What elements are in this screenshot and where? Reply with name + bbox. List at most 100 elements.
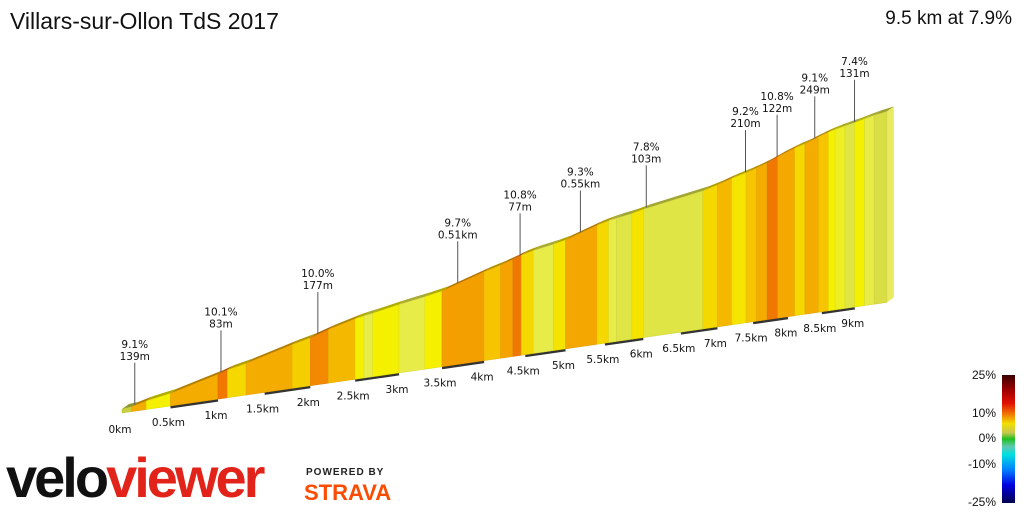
profile-segment xyxy=(512,254,522,357)
profile-top-surface xyxy=(399,291,432,305)
profile-top-surface xyxy=(597,215,616,226)
km-tick-segment xyxy=(525,348,566,358)
profile-top-surface xyxy=(355,310,371,319)
profile-top-surface xyxy=(170,369,225,394)
profile-top-surface xyxy=(828,124,843,133)
annotation-length: 83m xyxy=(209,318,233,330)
x-tick-label: 0.5km xyxy=(152,417,185,429)
x-tick-label: 4km xyxy=(471,372,494,384)
profile-top-surface xyxy=(608,213,624,221)
km-tick-segment xyxy=(821,306,855,315)
annotation-length: 249m xyxy=(800,84,830,96)
profile-top-surface xyxy=(372,299,407,314)
profile-segment xyxy=(398,296,426,374)
legend-label: 25% xyxy=(971,368,996,382)
powered-by-label: POWERED BY xyxy=(306,467,385,478)
annotation-grade: 7.8% xyxy=(633,141,660,153)
profile-top-surface xyxy=(227,358,254,371)
profile-top-surface xyxy=(292,332,318,345)
profile-segment xyxy=(616,213,633,342)
profile-segment xyxy=(520,250,534,356)
profile-segment xyxy=(717,177,733,328)
profile-top-surface xyxy=(631,204,651,214)
profile-segment xyxy=(794,143,806,317)
x-tick-label: 3km xyxy=(386,384,409,396)
profile-segment xyxy=(731,172,747,326)
annotation-grade: 9.2% xyxy=(732,106,759,118)
annotation-length: 122m xyxy=(762,103,792,115)
km-tick-segment xyxy=(680,326,718,335)
x-tick-label: 2km xyxy=(297,397,320,409)
profile-segment xyxy=(565,224,598,350)
profile-top-surface xyxy=(854,113,872,123)
x-tick-label: 0km xyxy=(109,424,132,436)
profile-segment xyxy=(500,259,514,359)
profile-top-surface xyxy=(500,254,520,266)
legend-label: 10% xyxy=(971,406,996,420)
annotation-grade: 9.1% xyxy=(801,72,828,84)
profile-segment xyxy=(834,125,846,311)
annotation-grade: 10.8% xyxy=(760,91,793,103)
annotation-length: 177m xyxy=(303,280,333,292)
profile-top-surface xyxy=(310,324,336,338)
profile-segment xyxy=(818,131,829,313)
profile-top-surface xyxy=(643,185,710,210)
profile-top-surface xyxy=(756,157,775,168)
x-tick-label: 1.5km xyxy=(246,403,279,415)
profile-top-surface xyxy=(146,388,178,402)
profile-segment xyxy=(354,315,365,380)
x-tick-label: 4.5km xyxy=(507,366,540,378)
profile-segment xyxy=(854,118,865,308)
profile-segment xyxy=(533,244,554,354)
profile-segment xyxy=(363,312,374,379)
profile-top-surface xyxy=(717,173,739,186)
km-tick-segment xyxy=(354,372,400,382)
annotation-length: 210m xyxy=(730,118,760,130)
annotation-length: 77m xyxy=(508,201,532,213)
km-tick-segment xyxy=(264,385,311,395)
strava-logo: STRAVA xyxy=(304,480,392,505)
profile-top-surface xyxy=(731,167,754,179)
annotation-length: 103m xyxy=(631,153,661,165)
x-tick-label: 8.5km xyxy=(803,323,836,335)
profile-segment xyxy=(424,290,443,370)
legend-label: -10% xyxy=(967,457,996,471)
km-tick-segment xyxy=(170,398,219,409)
x-tick-label: 1km xyxy=(204,410,227,422)
profile-segment xyxy=(631,208,644,340)
profile-segment xyxy=(121,406,133,414)
profile-segment xyxy=(328,318,356,384)
profile-segment xyxy=(643,190,704,338)
annotation-length: 131m xyxy=(839,68,869,80)
annotation-grade: 10.1% xyxy=(204,306,237,318)
profile-end-face xyxy=(886,106,894,303)
profile-top-surface xyxy=(217,365,235,375)
profile-segment xyxy=(372,304,400,378)
x-tick-label: 7km xyxy=(704,338,727,350)
x-tick-label: 2.5km xyxy=(337,390,370,402)
profile-segment xyxy=(310,329,329,387)
profile-top-surface xyxy=(533,239,561,251)
profile-segment xyxy=(217,369,228,400)
profile-segment xyxy=(777,147,796,319)
x-tick-label: 3.5km xyxy=(423,378,456,390)
profile-segment xyxy=(702,184,718,330)
climb-summary: 9.5 km at 7.9% xyxy=(885,8,1012,29)
profile-top-surface xyxy=(874,106,894,116)
x-tick-label: 7.5km xyxy=(735,333,768,345)
profile-segment xyxy=(873,111,888,305)
profile-top-surface xyxy=(864,110,882,119)
legend-label: -25% xyxy=(967,495,996,509)
profile-segment xyxy=(844,122,856,309)
profile-top-surface xyxy=(131,396,154,407)
profile-top-surface xyxy=(565,220,605,240)
profile-top-surface xyxy=(844,117,862,126)
veloviewer-logo: veloviewer xyxy=(6,446,265,509)
profile-top-surface xyxy=(246,339,300,364)
profile-segment xyxy=(553,239,566,351)
profile-top-surface xyxy=(424,286,450,297)
km-tick-segment xyxy=(752,316,789,325)
profile-segment xyxy=(766,156,778,320)
profile-top-surface xyxy=(702,180,725,191)
